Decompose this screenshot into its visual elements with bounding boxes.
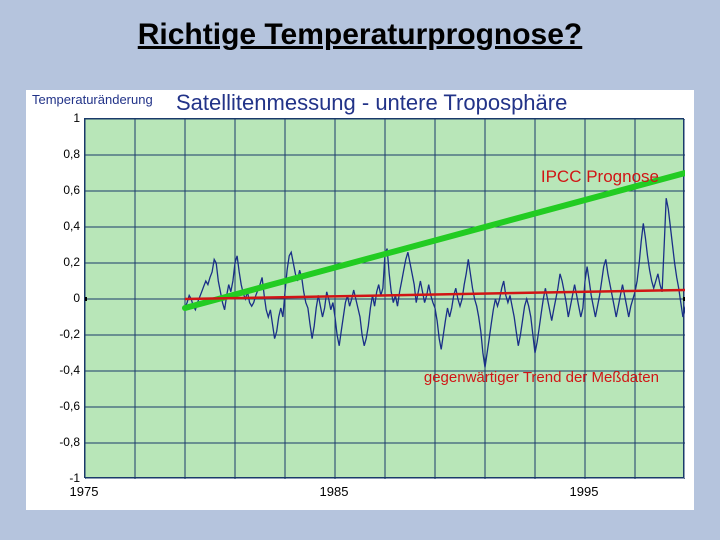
x-tick-label: 1985 [320,484,349,499]
y-tick-label: -0,2 [30,327,80,341]
x-tick-label: 1975 [70,484,99,499]
y-tick-label: -1 [30,471,80,485]
legend-trend: gegenwärtiger Trend der Meßdaten [424,369,659,386]
chart-title: Satellitenmessung - untere Troposphäre [176,90,567,116]
x-tick-label: 1995 [570,484,599,499]
slide-title: Richtige Temperaturprognose? [0,0,720,62]
y-tick-label: 0,2 [30,255,80,269]
y-tick-label: 0 [30,291,80,305]
y-tick-label: 0,4 [30,219,80,233]
y-tick-label: -0,6 [30,399,80,413]
y-tick-label: 0,6 [30,183,80,197]
y-tick-label: 1 [30,111,80,125]
y-tick-label: 0,8 [30,147,80,161]
plot-area: IPCC Prognose gegenwärtiger Trend der Me… [84,118,684,478]
legend-ipcc: IPCC Prognose [541,167,659,187]
y-tick-label: -0,8 [30,435,80,449]
chart-container: Temperaturänderung Satellitenmessung - u… [26,90,694,510]
slide: Richtige Temperaturprognose? Temperaturä… [0,0,720,540]
y-axis-label: Temperaturänderung [32,92,153,107]
y-tick-label: -0,4 [30,363,80,377]
